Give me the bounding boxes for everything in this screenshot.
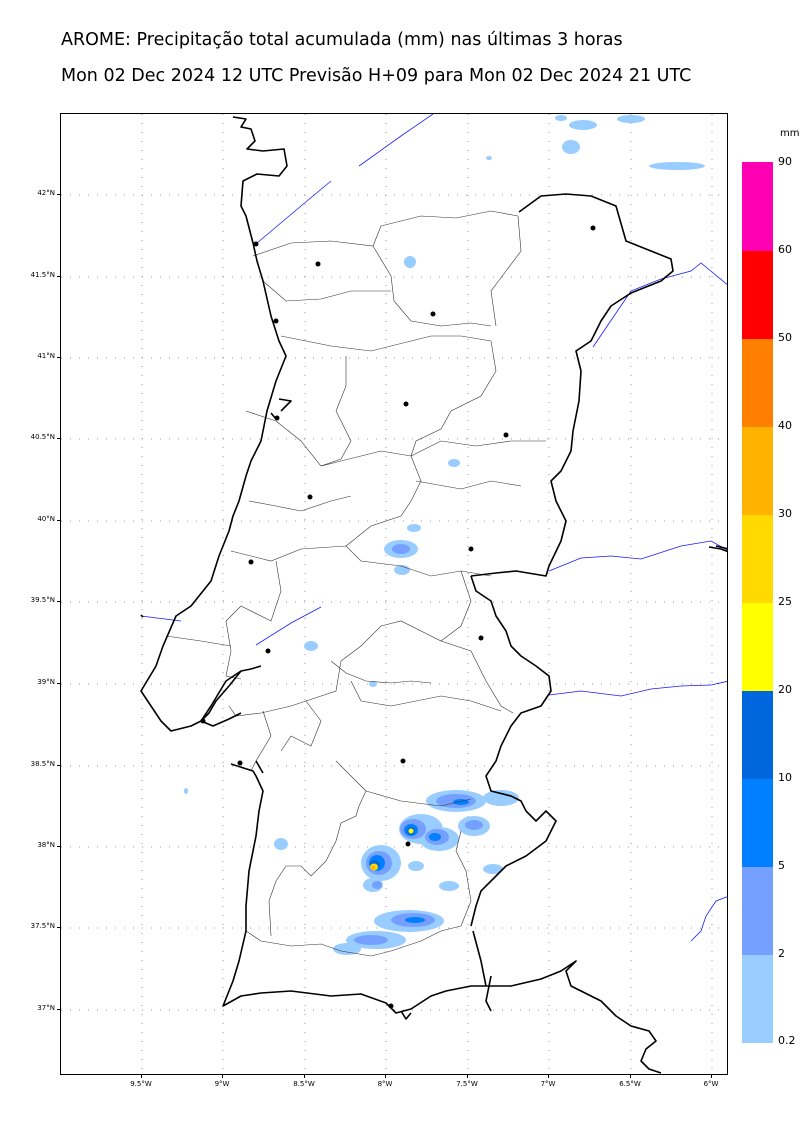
lon-tick-mark	[304, 1075, 305, 1078]
capital-marker	[200, 718, 206, 724]
colorbar-segment	[742, 866, 773, 955]
borders	[140, 114, 727, 942]
lat-tick-label: 41.5°N	[30, 271, 55, 279]
coastline	[140, 116, 727, 1074]
colorbar-level-label: 30	[778, 507, 792, 520]
lat-tick-label: 39°N	[37, 678, 55, 686]
colorbar-segment	[742, 602, 773, 691]
lat-tick-label: 38.5°N	[30, 760, 55, 768]
colorbar-level-label: 2	[778, 947, 785, 960]
colorbar-segment	[742, 426, 773, 515]
lon-tick-label: 7.5°W	[456, 1080, 478, 1088]
lon-tick-label: 8°W	[377, 1080, 393, 1088]
lat-tick-mark	[57, 846, 60, 847]
colorbar-level-label: 40	[778, 419, 792, 432]
capital-marker	[590, 225, 596, 231]
lon-tick-mark	[711, 1075, 712, 1078]
capital-marker	[307, 494, 313, 500]
capital-marker	[274, 415, 280, 421]
lon-tick-mark	[141, 1075, 142, 1078]
colorbar-segment	[742, 338, 773, 427]
colorbar-level-label: 10	[778, 771, 792, 784]
lat-tick-mark	[57, 601, 60, 602]
lat-tick-mark	[57, 520, 60, 521]
precip-alentejo	[333, 790, 519, 955]
lat-tick-label: 40°N	[37, 515, 55, 523]
precip-core	[370, 828, 414, 871]
capital-marker	[400, 758, 406, 764]
colorbar-unit: mm	[780, 128, 800, 139]
lat-tick-mark	[57, 683, 60, 684]
precip-central	[184, 256, 460, 850]
lon-tick-mark	[222, 1075, 223, 1078]
lon-tick-mark	[467, 1075, 468, 1078]
lon-tick-mark	[630, 1075, 631, 1078]
capital-marker	[478, 635, 484, 641]
precip-medium	[354, 544, 483, 945]
colorbar-level-label: 50	[778, 331, 792, 344]
lat-tick-mark	[57, 927, 60, 928]
colorbar-segment	[742, 954, 773, 1043]
lon-tick-label: 9.5°W	[130, 1080, 152, 1088]
capital-marker	[503, 432, 509, 438]
lat-tick-mark	[57, 765, 60, 766]
lon-tick-mark	[385, 1075, 386, 1078]
lat-tick-mark	[57, 276, 60, 277]
lon-tick-label: 7°W	[540, 1080, 556, 1088]
lat-tick-label: 37°N	[37, 1004, 55, 1012]
precipitation-areas	[184, 115, 705, 955]
colorbar-level-label: 90	[778, 155, 792, 168]
colorbar-segment	[742, 162, 773, 251]
colorbar-segment	[742, 250, 773, 339]
capital-marker	[237, 760, 243, 766]
lat-tick-label: 37.5°N	[30, 922, 55, 930]
lat-tick-label: 38°N	[37, 841, 55, 849]
lat-tick-label: 42°N	[37, 189, 55, 197]
lat-tick-mark	[57, 1009, 60, 1010]
precip-north-atlantic	[486, 115, 705, 170]
capital-marker	[265, 648, 271, 654]
capital-marker	[273, 318, 279, 324]
capital-marker	[403, 401, 409, 407]
lat-tick-label: 39.5°N	[30, 596, 55, 604]
colorbar-segment	[742, 778, 773, 867]
district-capitals	[200, 225, 596, 1009]
chart-title: AROME: Precipitação total acumulada (mm)…	[61, 30, 623, 50]
lat-tick-mark	[57, 438, 60, 439]
map-frame	[60, 113, 728, 1075]
lon-tick-mark	[548, 1075, 549, 1078]
district-boundaries	[165, 210, 546, 957]
lon-tick-label: 9°W	[214, 1080, 230, 1088]
colorbar	[742, 162, 773, 1043]
colorbar-segment	[742, 690, 773, 779]
lat-tick-label: 41°N	[37, 352, 55, 360]
lat-tick-label: 40.5°N	[30, 433, 55, 441]
map-canvas	[61, 114, 727, 1074]
capital-marker	[430, 311, 436, 317]
lat-tick-mark	[57, 194, 60, 195]
capital-marker	[405, 841, 411, 847]
colorbar-level-label: 20	[778, 683, 792, 696]
colorbar-segment	[742, 514, 773, 603]
colorbar-level-label: 25	[778, 595, 792, 608]
capital-marker	[468, 546, 474, 552]
colorbar-level-label: 60	[778, 243, 792, 256]
capital-marker	[388, 1003, 394, 1009]
lat-tick-mark	[57, 357, 60, 358]
lon-tick-label: 6.5°W	[619, 1080, 641, 1088]
capital-marker	[248, 559, 254, 565]
chart-subtitle: Mon 02 Dec 2024 12 UTC Previsão H+09 par…	[61, 66, 692, 86]
colorbar-level-label: 5	[778, 859, 785, 872]
capital-marker	[253, 241, 259, 247]
lon-tick-label: 6°W	[703, 1080, 719, 1088]
colorbar-level-label: 0.2	[778, 1034, 796, 1047]
capital-marker	[315, 261, 321, 267]
lon-tick-label: 8.5°W	[293, 1080, 315, 1088]
